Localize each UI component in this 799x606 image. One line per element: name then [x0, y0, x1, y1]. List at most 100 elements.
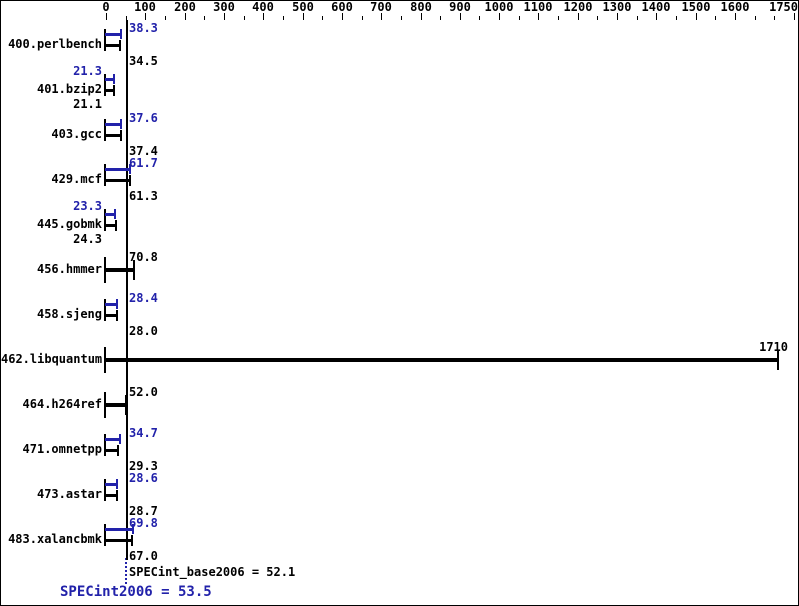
- peak-bar-end-cap: [114, 209, 116, 219]
- base-bar: [105, 134, 121, 137]
- bar-start-bracket: [104, 164, 106, 186]
- result-bar-end-cap: [125, 395, 127, 415]
- x-axis-major-tick: [460, 13, 461, 20]
- x-axis-major-tick: [735, 13, 736, 20]
- result-bar: [105, 358, 778, 362]
- x-axis-tick-label: 800: [410, 0, 432, 14]
- base-value-label: 29.3: [129, 459, 158, 473]
- bar-start-bracket: [104, 524, 106, 546]
- result-value-label: 1710: [759, 340, 788, 354]
- x-axis-tick-label: 1000: [484, 0, 514, 14]
- x-axis-tick-label: 1400: [641, 0, 671, 14]
- x-axis-minor-tick: [440, 16, 441, 20]
- result-bar-end-cap: [777, 350, 779, 370]
- specint-base2006-mean-line: [126, 20, 128, 560]
- peak-bar: [105, 303, 117, 306]
- benchmark-name: 400.perlbench: [8, 37, 102, 51]
- benchmark-name: 458.sjeng: [36, 307, 102, 321]
- benchmark-name: 462.libquantum: [1, 352, 103, 366]
- base-bar-end-cap: [129, 175, 131, 186]
- peak-bar-end-cap: [119, 434, 121, 444]
- peak-value-label: 28.6: [129, 471, 158, 485]
- x-axis-major-tick: [185, 13, 186, 20]
- x-axis-tick-label: 1600: [720, 0, 750, 14]
- x-axis-major-tick: [106, 13, 107, 20]
- x-axis-tick-label: 1500: [681, 0, 711, 14]
- base-bar: [105, 224, 116, 227]
- base-bar-end-cap: [120, 130, 122, 141]
- peak-bar: [105, 483, 117, 486]
- base-bar-end-cap: [119, 40, 121, 51]
- x-axis-major-tick: [499, 13, 500, 20]
- bar-start-bracket: [104, 479, 106, 501]
- base-bar-end-cap: [115, 220, 117, 231]
- peak-bar-end-cap: [113, 74, 115, 84]
- peak-bar: [105, 168, 130, 171]
- x-axis-tick-label: 500: [292, 0, 314, 14]
- peak-bar: [105, 438, 120, 441]
- base-bar: [105, 539, 132, 542]
- peak-value-label: 61.7: [129, 156, 158, 170]
- base-bar: [105, 89, 114, 92]
- bar-start-bracket: [104, 434, 106, 456]
- x-axis-tick-label: 900: [449, 0, 471, 14]
- specint2006-peak-mean-line: [125, 558, 127, 586]
- peak-bar: [105, 528, 133, 531]
- benchmark-name: 471.omnetpp: [22, 442, 102, 456]
- bar-start-bracket: [104, 299, 106, 321]
- benchmark-name: 445.gobmk: [36, 217, 102, 231]
- x-axis-minor-tick: [676, 16, 677, 20]
- x-axis-tick-label: 1750: [769, 0, 798, 14]
- x-axis-tick-label: 200: [174, 0, 196, 14]
- x-axis-major-tick: [794, 13, 795, 20]
- peak-value-label: 23.3: [73, 199, 102, 213]
- base-bar: [105, 449, 118, 452]
- bar-start-bracket: [104, 74, 106, 96]
- x-axis-minor-tick: [401, 16, 402, 20]
- peak-bar-end-cap: [129, 164, 131, 174]
- benchmark-name: 464.h264ref: [22, 397, 102, 411]
- base-bar-end-cap: [131, 535, 133, 546]
- x-axis-tick-label: 1300: [602, 0, 632, 14]
- x-axis-minor-tick: [244, 16, 245, 20]
- peak-value-label: 21.3: [73, 64, 102, 78]
- x-axis-major-tick: [538, 13, 539, 20]
- specint-base2006-mean-label: SPECint_base2006 = 52.1: [129, 565, 296, 579]
- base-bar: [105, 494, 117, 497]
- result-bar: [105, 403, 126, 407]
- peak-value-label: 34.7: [129, 426, 158, 440]
- x-axis-major-tick: [696, 13, 697, 20]
- peak-bar: [105, 123, 121, 126]
- x-axis-tick-label: 300: [213, 0, 235, 14]
- bar-start-bracket: [104, 119, 106, 141]
- base-bar-end-cap: [116, 310, 118, 321]
- x-axis-major-tick: [303, 13, 304, 20]
- x-axis-minor-tick: [519, 16, 520, 20]
- result-value-label: 52.0: [129, 385, 158, 399]
- x-axis-major-tick: [263, 13, 264, 20]
- peak-bar-end-cap: [132, 524, 134, 534]
- x-axis-tick-label: 700: [370, 0, 392, 14]
- x-axis-major-tick: [421, 13, 422, 20]
- x-axis-major-tick: [145, 13, 146, 20]
- x-axis-tick-label: 100: [134, 0, 156, 14]
- benchmark-name: 403.gcc: [51, 127, 102, 141]
- x-axis-tick-label: 400: [252, 0, 274, 14]
- peak-bar: [105, 78, 114, 81]
- x-axis-minor-tick: [774, 16, 775, 20]
- x-axis-minor-tick: [362, 16, 363, 20]
- x-axis-major-tick: [578, 13, 579, 20]
- bar-start-bracket: [104, 209, 106, 231]
- benchmark-name: 456.hmmer: [36, 262, 102, 276]
- x-axis-tick-label: 1100: [523, 0, 553, 14]
- peak-value-label: 37.6: [129, 111, 158, 125]
- x-axis-minor-tick: [637, 16, 638, 20]
- benchmark-name: 401.bzip2: [36, 82, 102, 96]
- x-axis-minor-tick: [204, 16, 205, 20]
- base-bar-end-cap: [113, 85, 115, 96]
- x-axis-minor-tick: [597, 16, 598, 20]
- peak-bar-end-cap: [120, 29, 122, 39]
- base-bar: [105, 44, 120, 47]
- base-bar: [105, 314, 117, 317]
